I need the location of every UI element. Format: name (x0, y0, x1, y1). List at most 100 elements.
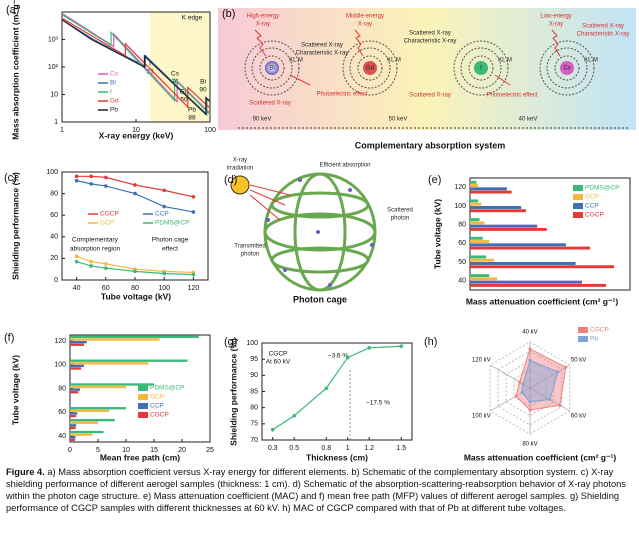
diagram-text: Scattered X-ray (301, 43, 343, 49)
x-tick-label: 0 (68, 447, 72, 454)
annotation: Photon cage (152, 237, 189, 244)
x-tick-label: 120 (188, 285, 200, 292)
x-tick-label: 0.3 (268, 445, 278, 452)
radar-point (521, 382, 525, 386)
bar (70, 409, 110, 413)
series-marker (89, 174, 93, 179)
diagram-text: Characteristic X-ray (577, 32, 630, 38)
legend-label: I (110, 89, 112, 96)
x-tick-label: 15 (150, 447, 158, 454)
bar (470, 224, 538, 228)
legend-swatch (578, 327, 588, 333)
annotation: 50 (180, 97, 188, 104)
annotation: K edge (182, 15, 203, 22)
panel-label: (b) (222, 8, 235, 20)
series-line (272, 345, 402, 431)
annotation: Gd (180, 89, 189, 96)
y-tick-label: 95 (250, 356, 258, 363)
bar (70, 335, 199, 339)
y-tick-label: 10² (48, 64, 59, 71)
diagram-text: X-ray (233, 158, 247, 164)
y-tick-label: 40 (58, 433, 66, 440)
x-tick-label: 10 (122, 447, 130, 454)
legend-label: CGCP (590, 327, 609, 334)
diagram-text: 90 keV (253, 117, 272, 123)
series-marker (399, 344, 404, 349)
bar (470, 255, 486, 259)
diagram-text: 50 keV (389, 117, 408, 123)
series-marker (191, 195, 196, 199)
y-axis-label: Shielding performance (%) (228, 338, 238, 446)
radar-point (556, 370, 560, 374)
radar-point (558, 403, 562, 407)
diagram-text: KL M (387, 58, 401, 64)
diagram-text: Scattered X-ray (582, 24, 624, 30)
diagram-text: Gd (366, 66, 374, 72)
legend-label: CGCP (100, 211, 119, 218)
bar (470, 221, 485, 225)
legend-label: PDMS@CP (585, 185, 619, 192)
bar (70, 414, 77, 418)
legend-label: CGCP (150, 412, 169, 419)
bar (470, 265, 614, 269)
legend-label: GCP (585, 194, 599, 201)
x-axis-label: Mean free path (cm) (100, 452, 180, 462)
diagram-text: X-ray (549, 22, 563, 28)
annotation: Complementary (72, 237, 119, 244)
diagram-text: Characteristic X-ray (404, 39, 457, 45)
x-axis-label: Tube voltage (kV) (101, 291, 171, 301)
legend-swatch (138, 394, 148, 400)
atom-cores (265, 61, 574, 75)
x-tick-label: 5 (96, 447, 100, 454)
legend-swatch (573, 203, 583, 209)
panel-label: (c) (4, 172, 17, 184)
diagram-text: photon (391, 216, 409, 222)
y-tick-label: 0 (54, 277, 58, 284)
panel-label: (e) (428, 174, 441, 186)
x-axis-label: Mass attenuation coefficient (cm² g⁻¹) (466, 296, 618, 306)
bar (470, 202, 482, 206)
diagram-text: Photoelectric effect (317, 92, 368, 98)
series-marker (162, 188, 166, 193)
legend-swatch (138, 403, 148, 409)
x-axis-label: X-ray energy (keV) (99, 130, 174, 140)
photon-cage (263, 172, 377, 292)
bar (70, 338, 160, 341)
diagram-text: Scattered X-ray (249, 101, 291, 107)
series-marker (270, 427, 275, 432)
bar (70, 426, 76, 430)
caption-text: a) Mass absorption coefficient versus X-… (6, 467, 626, 513)
y-tick-label: 40 (458, 278, 466, 285)
annotation: 88 (188, 115, 196, 122)
x-tick-label: 0.8 (321, 445, 331, 452)
y-tick-label: 100 (46, 169, 58, 176)
radar-point (548, 398, 552, 401)
series-marker (89, 259, 93, 264)
x-tick-label: 1.2 (364, 445, 374, 452)
radar-point (528, 408, 532, 412)
bar (470, 187, 507, 191)
bar (470, 274, 490, 278)
series-line (76, 261, 194, 276)
annotation: absorption region (70, 246, 121, 253)
legend-label: PDMS@CP (150, 385, 184, 392)
bar (470, 280, 582, 284)
annotation: Cs (171, 71, 180, 78)
x-axis-label: Thickness (cm) (306, 452, 368, 462)
caption-label: Figure 4. (6, 467, 45, 477)
diagram-text: Photoelectric effect (487, 93, 538, 99)
diagram-text: I (480, 66, 482, 72)
legend-label: Gd (110, 98, 119, 105)
axis-category-label: 40 kV (522, 329, 537, 335)
bar (470, 218, 480, 222)
radar-point (518, 380, 522, 384)
panel-label: (h) (424, 336, 437, 348)
legend-label: Cs (110, 71, 119, 78)
x-tick-label: 10 (132, 127, 140, 134)
annotation: 36 (171, 79, 179, 86)
diagram-text: Cs (563, 66, 570, 72)
y-tick-label: 20 (50, 255, 58, 262)
series-marker (89, 264, 93, 268)
diagram-text: Scattered X-ray (409, 93, 451, 99)
radar-point (528, 347, 532, 351)
